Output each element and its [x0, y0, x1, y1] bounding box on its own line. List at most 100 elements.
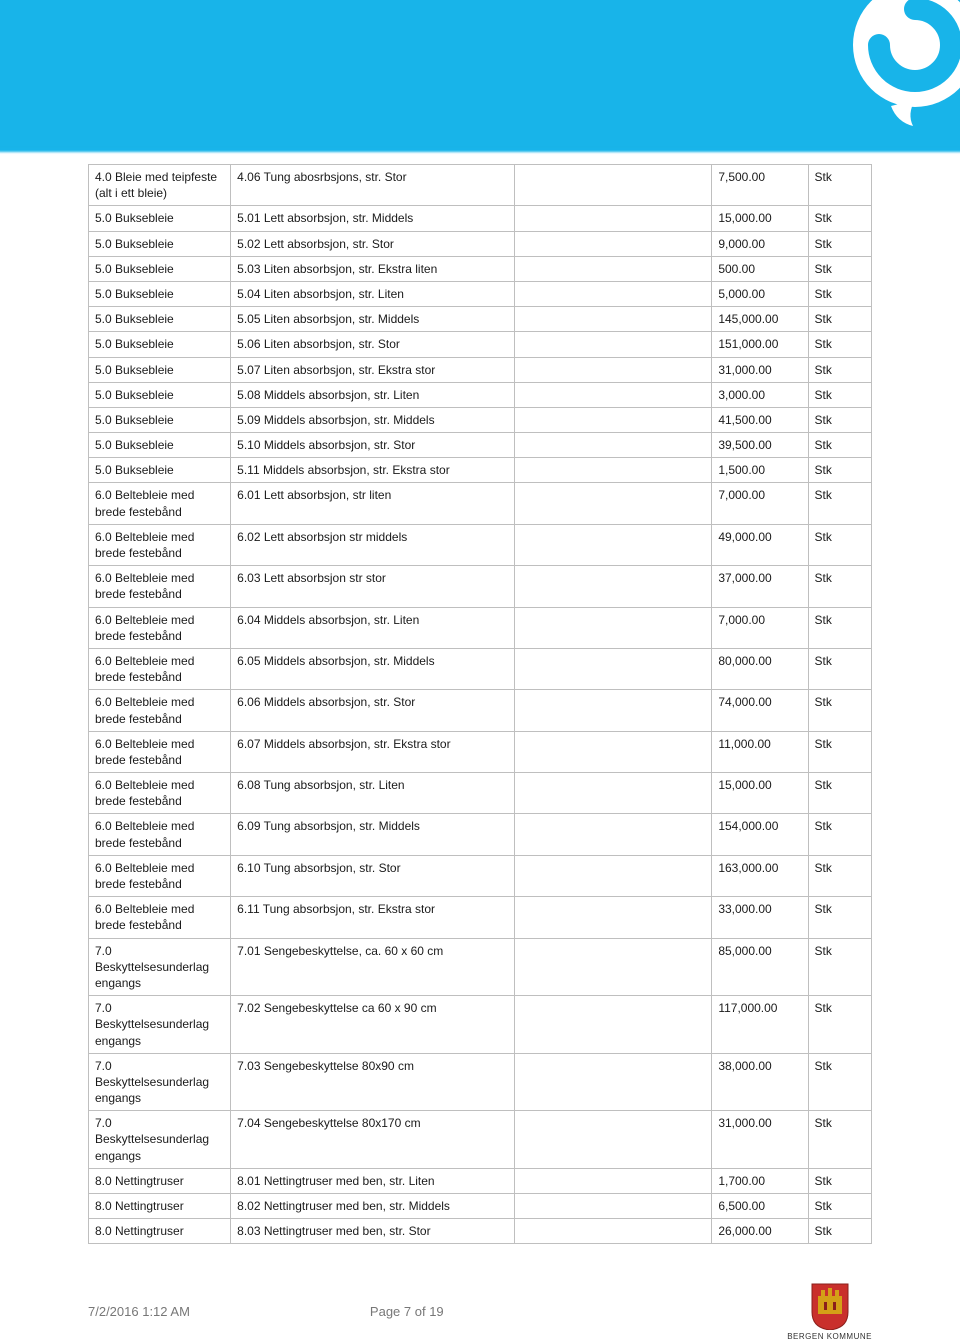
table-cell: 5.10 Middels absorbsjon, str. Stor	[231, 433, 515, 458]
table-row: 6.0 Beltebleie med brede festebånd6.02 L…	[89, 524, 872, 565]
table-cell: 5.04 Liten absorbsjon, str. Liten	[231, 281, 515, 306]
table-cell: Stk	[808, 996, 871, 1054]
table-cell: 5.0 Buksebleie	[89, 357, 231, 382]
table-row: 5.0 Buksebleie5.03 Liten absorbsjon, str…	[89, 256, 872, 281]
table-cell: 117,000.00	[712, 996, 808, 1054]
table-cell: 8.0 Nettingtruser	[89, 1194, 231, 1219]
footer-page: Page 7 of 19	[370, 1304, 444, 1319]
table-row: 5.0 Buksebleie5.07 Liten absorbsjon, str…	[89, 357, 872, 382]
table-cell: Stk	[808, 648, 871, 689]
table-row: 7.0 Beskyttelsesunderlag engangs7.02 Sen…	[89, 996, 872, 1054]
table-row: 8.0 Nettingtruser8.01 Nettingtruser med …	[89, 1168, 872, 1193]
table-cell: 7,000.00	[712, 483, 808, 524]
table-cell	[515, 897, 712, 938]
table-cell: 5.0 Buksebleie	[89, 256, 231, 281]
table-cell: 6.0 Beltebleie med brede festebånd	[89, 855, 231, 896]
table-cell: 38,000.00	[712, 1053, 808, 1111]
table-cell: Stk	[808, 357, 871, 382]
table-cell	[515, 256, 712, 281]
table-cell: 5.06 Liten absorbsjon, str. Stor	[231, 332, 515, 357]
table-cell: 15,000.00	[712, 773, 808, 814]
table-cell: 41,500.00	[712, 407, 808, 432]
table-row: 5.0 Buksebleie5.01 Lett absorbsjon, str.…	[89, 206, 872, 231]
table-row: 5.0 Buksebleie5.05 Liten absorbsjon, str…	[89, 307, 872, 332]
kommune-label: BERGEN KOMMUNE	[787, 1332, 872, 1341]
table-cell: 5,000.00	[712, 281, 808, 306]
table-cell: Stk	[808, 1219, 871, 1244]
table-cell: 7,500.00	[712, 165, 808, 206]
table-row: 7.0 Beskyttelsesunderlag engangs7.01 Sen…	[89, 938, 872, 996]
table-cell	[515, 773, 712, 814]
table-cell: 6.10 Tung absorbsjon, str. Stor	[231, 855, 515, 896]
table-cell: Stk	[808, 1194, 871, 1219]
table-cell	[515, 648, 712, 689]
kommune-crest-icon	[810, 1282, 850, 1330]
table-cell: Stk	[808, 206, 871, 231]
table-cell	[515, 407, 712, 432]
table-cell	[515, 1111, 712, 1169]
table-cell	[515, 690, 712, 731]
table-cell: Stk	[808, 731, 871, 772]
table-cell: 145,000.00	[712, 307, 808, 332]
table-cell: 31,000.00	[712, 357, 808, 382]
table-row: 8.0 Nettingtruser8.03 Nettingtruser med …	[89, 1219, 872, 1244]
table-cell: Stk	[808, 332, 871, 357]
table-cell: 31,000.00	[712, 1111, 808, 1169]
table-cell: Stk	[808, 1053, 871, 1111]
table-cell	[515, 1194, 712, 1219]
table-row: 6.0 Beltebleie med brede festebånd6.01 L…	[89, 483, 872, 524]
table-cell: 80,000.00	[712, 648, 808, 689]
table-cell	[515, 1168, 712, 1193]
table-cell	[515, 483, 712, 524]
page-footer: 7/2/2016 1:12 AM Page 7 of 19 BERGEN KOM…	[88, 1282, 872, 1341]
table-cell: 37,000.00	[712, 566, 808, 607]
table-cell: 6,500.00	[712, 1194, 808, 1219]
table-cell: Stk	[808, 773, 871, 814]
table-cell: 4.06 Tung abosrbsjons, str. Stor	[231, 165, 515, 206]
table-cell: 8.03 Nettingtruser med ben, str. Stor	[231, 1219, 515, 1244]
table-row: 7.0 Beskyttelsesunderlag engangs7.03 Sen…	[89, 1053, 872, 1111]
table-cell: 7.03 Sengebeskyttelse 80x90 cm	[231, 1053, 515, 1111]
table-row: 6.0 Beltebleie med brede festebånd6.11 T…	[89, 897, 872, 938]
table-cell	[515, 307, 712, 332]
kommune-logo: BERGEN KOMMUNE	[787, 1282, 872, 1341]
table-row: 5.0 Buksebleie5.08 Middels absorbsjon, s…	[89, 382, 872, 407]
table-cell: Stk	[808, 382, 871, 407]
table-cell: Stk	[808, 938, 871, 996]
header-logo-icon	[820, 0, 960, 140]
table-cell: 8.01 Nettingtruser med ben, str. Liten	[231, 1168, 515, 1193]
table-row: 4.0 Bleie med teipfeste (alt i ett bleie…	[89, 165, 872, 206]
table-cell: 39,500.00	[712, 433, 808, 458]
table-row: 6.0 Beltebleie med brede festebånd6.10 T…	[89, 855, 872, 896]
table-cell: Stk	[808, 1168, 871, 1193]
table-cell	[515, 281, 712, 306]
table-cell: 5.02 Lett absorbsjon, str. Stor	[231, 231, 515, 256]
table-cell: 6.05 Middels absorbsjon, str. Middels	[231, 648, 515, 689]
table-cell: 6.07 Middels absorbsjon, str. Ekstra sto…	[231, 731, 515, 772]
table-cell: 6.0 Beltebleie med brede festebånd	[89, 566, 231, 607]
table-cell: 8.0 Nettingtruser	[89, 1219, 231, 1244]
table-row: 5.0 Buksebleie5.10 Middels absorbsjon, s…	[89, 433, 872, 458]
table-cell: 7.04 Sengebeskyttelse 80x170 cm	[231, 1111, 515, 1169]
table-cell	[515, 938, 712, 996]
table-cell: Stk	[808, 407, 871, 432]
table-cell: 5.01 Lett absorbsjon, str. Middels	[231, 206, 515, 231]
table-cell: 11,000.00	[712, 731, 808, 772]
table-cell: 5.0 Buksebleie	[89, 382, 231, 407]
table-cell: Stk	[808, 256, 871, 281]
table-cell: 5.0 Buksebleie	[89, 281, 231, 306]
table-cell: 49,000.00	[712, 524, 808, 565]
table-cell: 6.11 Tung absorbsjon, str. Ekstra stor	[231, 897, 515, 938]
table-cell	[515, 433, 712, 458]
table-cell: 3,000.00	[712, 382, 808, 407]
table-row: 5.0 Buksebleie5.02 Lett absorbsjon, str.…	[89, 231, 872, 256]
table-cell	[515, 524, 712, 565]
table-cell: 5.0 Buksebleie	[89, 307, 231, 332]
table-cell: 7.0 Beskyttelsesunderlag engangs	[89, 938, 231, 996]
table-cell: 6.0 Beltebleie med brede festebånd	[89, 648, 231, 689]
table-cell: Stk	[808, 307, 871, 332]
table-cell: 163,000.00	[712, 855, 808, 896]
table-cell: Stk	[808, 855, 871, 896]
product-table: 4.0 Bleie med teipfeste (alt i ett bleie…	[88, 164, 872, 1244]
table-cell: 6.0 Beltebleie med brede festebånd	[89, 483, 231, 524]
